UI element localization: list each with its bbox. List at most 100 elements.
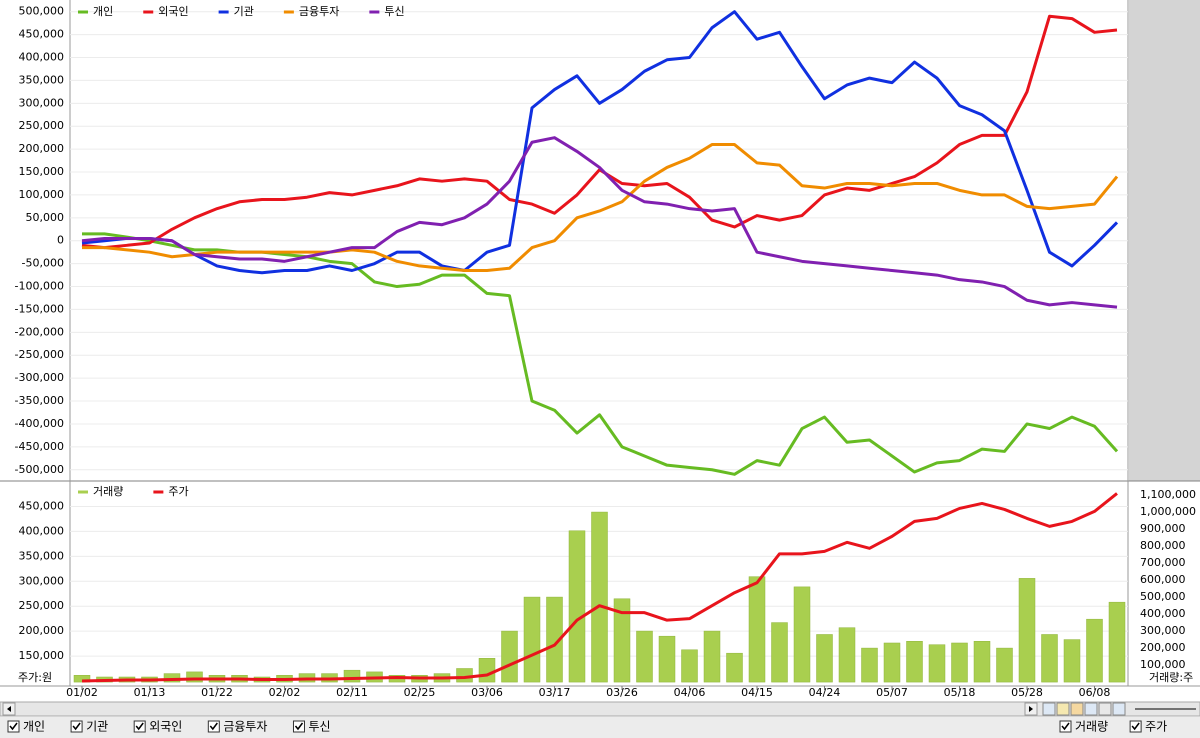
volume-bar [973,641,991,683]
y-tick-label: 200,000 [1140,641,1186,654]
volume-bar [501,630,518,683]
y-tick-label: 1,100,000 [1140,488,1196,501]
checkmark [135,722,144,731]
y-tick-label: 200,000 [19,142,65,155]
series-line [82,143,1119,273]
scrollbar[interactable] [0,701,1200,717]
checkbox-label: 주가 [1145,720,1167,734]
x-tick-label: 02/25 [404,686,436,699]
y-tick-label: 400,000 [1140,607,1186,620]
volume-bar [186,671,203,683]
series-line [81,10,1119,275]
volume-bar [861,647,878,683]
volume-bar [951,642,968,683]
y-tick-label: 450,000 [19,499,65,512]
checkbox-label: 거래량 [1075,720,1108,734]
volume-bar [568,530,586,683]
toggle-group: 개인 기관 외국인 금융투자 투신 거래량 주가 [7,720,1167,734]
volume-bar [73,675,91,683]
volume-bar [591,511,608,683]
y-tick-label: 0 [57,234,64,247]
tool-button[interactable] [1042,702,1056,716]
x-tick-label: 01/02 [66,686,98,699]
y2-axis-label: 거래량:주 [1149,671,1193,684]
scroll-track [0,701,1200,717]
y-tick-label: 400,000 [19,51,65,64]
y-tick-label: 450,000 [19,28,65,41]
volume-bar [546,596,563,683]
tool-button[interactable] [1098,702,1112,716]
legend-label: 기관 [234,5,254,18]
x-tick-label: 04/24 [809,686,841,699]
volume-bar [1018,578,1036,683]
y-tick-label: 350,000 [19,73,65,86]
series-line [81,492,1118,683]
y-tick-label: -50,000 [22,257,64,270]
y-tick-label: 500,000 [1140,590,1186,603]
checkmark [72,722,81,731]
volume-bar [838,627,856,683]
y-tick-label: 250,000 [19,119,65,132]
y-tick-label: 150,000 [19,649,65,662]
legend-label: 투신 [384,5,404,18]
tool-button[interactable] [1056,702,1070,716]
volume-bar [816,634,833,683]
y-tick-label: 400,000 [19,524,65,537]
volume-bar [928,644,946,683]
y-tick-label: 100,000 [1140,658,1186,671]
y-tick-label: 800,000 [1140,539,1186,552]
volume-bar [1108,601,1126,683]
checkmark [1131,722,1140,731]
tool-button[interactable] [1084,702,1098,716]
checkbox-label: 개인 [23,720,45,734]
series-line [81,14,1118,250]
y-axis-label: 주가:원 [18,671,52,684]
x-tick-label: 03/06 [471,686,503,699]
volume-bar [613,598,631,683]
checkmark [294,722,304,731]
volume-bar [478,658,496,683]
y-tick-label: 50,000 [26,211,65,224]
x-tick-label: 03/17 [539,686,571,699]
volume-bar [636,630,653,683]
series-line [81,136,1118,309]
y-tick-label: -350,000 [15,394,64,407]
x-tick-label: 04/06 [674,686,706,699]
volume-bar [703,630,721,683]
y-tick-label: 1,000,000 [1140,505,1196,518]
y-tick-label: -300,000 [15,371,64,384]
volume-bar [1041,634,1058,683]
checkbox-label: 외국인 [149,720,182,734]
y-tick-label: -400,000 [15,417,64,430]
volume-bar [996,647,1013,683]
y-tick-label: 300,000 [1140,624,1186,637]
y-tick-label: -500,000 [15,463,64,476]
checkmark [209,722,218,731]
x-tick-label: 05/18 [944,686,976,699]
y-tick-label: -250,000 [15,348,64,361]
tool-button[interactable] [1070,702,1084,716]
x-tick-label: 04/15 [741,686,773,699]
x-tick-label: 01/22 [201,686,233,699]
volume-bar [658,635,676,683]
volume-bar [523,596,541,683]
y-tick-label: 300,000 [19,574,65,587]
x-tick-label: 06/08 [1079,686,1111,699]
volume-bar [726,652,743,683]
y-tick-label: 200,000 [19,624,65,637]
x-tick-label: 02/02 [269,686,301,699]
volume-bar [883,642,901,683]
x-tick-label: 01/13 [134,686,166,699]
y-tick-label: 300,000 [19,96,65,109]
checkbox-label: 금융투자 [223,720,267,734]
tool-button[interactable] [1112,702,1126,716]
volume-bar [681,649,698,683]
checkbox-label: 투신 [308,720,330,734]
legend-label: 개인 [93,5,113,18]
volume-bar [456,668,473,683]
legend-label: 금융투자 [299,5,339,18]
legend-label: 주가 [168,485,188,498]
right-margin [1129,0,1200,481]
legend-label: 외국인 [158,5,188,18]
